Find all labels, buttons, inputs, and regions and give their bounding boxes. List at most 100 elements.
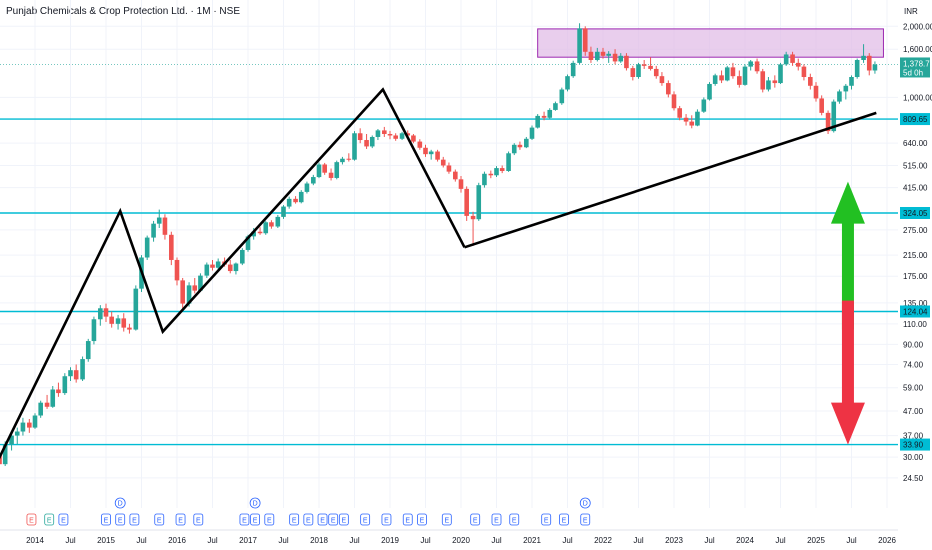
earnings-marker-label: E — [157, 518, 162, 525]
candle-body — [446, 165, 452, 172]
candle — [570, 60, 576, 78]
candle-body — [677, 108, 682, 118]
event-markers: E E E E EDE E E E E EDE E E E E E E E E E E E E E E E ED — [26, 497, 591, 526]
candle — [529, 125, 535, 141]
candle-body — [240, 249, 245, 264]
earnings-marker — [441, 513, 452, 526]
candle — [322, 162, 327, 175]
earnings-marker-label: E — [267, 518, 272, 525]
candle-body — [169, 234, 174, 260]
candle — [215, 258, 221, 270]
level-tag — [900, 305, 930, 318]
candle — [399, 131, 405, 141]
level-tag — [900, 438, 930, 451]
x-tick-label: Jul — [633, 536, 643, 545]
earnings-marker — [491, 513, 502, 526]
candle-body — [499, 168, 505, 171]
candle-body — [44, 402, 50, 407]
candle — [0, 453, 2, 465]
candle-body — [0, 453, 2, 465]
candle — [269, 220, 274, 229]
candle — [482, 171, 487, 188]
y-tick-label: 30.00 — [903, 453, 924, 462]
y-tick-label: 37.00 — [903, 432, 924, 441]
candle-body — [346, 158, 352, 160]
candle — [630, 65, 636, 81]
candle-body — [766, 80, 771, 90]
candle-body — [257, 231, 263, 234]
candle — [748, 59, 753, 71]
candle — [352, 131, 357, 161]
y-tick-label: 90.00 — [903, 340, 924, 349]
candle — [62, 373, 68, 395]
earnings-marker-label: E — [583, 518, 588, 525]
candle-body — [156, 217, 162, 224]
candle-body — [440, 159, 446, 166]
candle — [151, 220, 156, 242]
earnings-marker-label: E — [342, 518, 347, 525]
candle — [641, 59, 647, 69]
candle — [103, 303, 109, 322]
x-tick-label: Jul — [420, 536, 430, 545]
x-tick-label: Jul — [491, 536, 501, 545]
x-tick-label: 2022 — [594, 536, 612, 545]
candle — [364, 133, 369, 149]
candle-body — [565, 76, 570, 90]
candle-body — [233, 263, 239, 272]
earnings-marker — [317, 513, 328, 526]
earnings-marker — [541, 513, 552, 526]
candle — [854, 58, 860, 79]
resistance-zone — [537, 28, 884, 58]
candle-body — [269, 222, 274, 227]
candle — [316, 162, 322, 179]
candle — [50, 386, 56, 408]
candle-body — [98, 308, 103, 320]
candle-body — [630, 68, 636, 78]
x-tick-label: Jul — [349, 536, 359, 545]
earnings-marker — [129, 513, 140, 526]
candle-body — [742, 66, 748, 85]
candle — [293, 196, 298, 204]
earnings-marker — [115, 513, 126, 526]
candle-body — [648, 65, 653, 69]
candle — [240, 248, 245, 266]
candle — [636, 62, 641, 79]
candle — [595, 47, 600, 62]
x-tick-label: Jul — [775, 536, 785, 545]
earnings-marker-label: E — [384, 518, 389, 525]
candle — [783, 51, 789, 66]
candle-body — [754, 61, 760, 72]
candle — [334, 160, 340, 180]
candle-body — [121, 318, 127, 328]
candle — [263, 220, 269, 235]
candle-body — [854, 59, 860, 78]
candle — [204, 262, 210, 278]
candle-body — [281, 206, 286, 217]
candle — [825, 110, 831, 134]
candle-body — [9, 435, 14, 445]
candle — [754, 58, 760, 74]
candle-body — [103, 308, 109, 317]
candle-body — [795, 62, 801, 67]
candle-body — [109, 316, 114, 324]
x-tick-label: 2015 — [97, 536, 115, 545]
candle-body — [20, 422, 26, 432]
y-tick-label: 175.00 — [903, 272, 928, 281]
candle — [872, 61, 878, 74]
candle — [387, 130, 393, 140]
candle-body — [151, 223, 156, 238]
earnings-marker-label: E — [104, 518, 109, 525]
candle — [683, 114, 689, 126]
candle-body — [666, 83, 671, 95]
candle — [861, 44, 866, 63]
dividend-marker-label: D — [118, 501, 123, 508]
candle-body — [506, 153, 511, 171]
candle-body — [210, 264, 215, 268]
earnings-marker — [193, 513, 204, 526]
earnings-marker — [175, 513, 186, 526]
candle-body — [464, 188, 469, 216]
candle-body — [375, 130, 381, 137]
x-tick-label: Jul — [562, 536, 572, 545]
earnings-marker — [239, 513, 250, 526]
